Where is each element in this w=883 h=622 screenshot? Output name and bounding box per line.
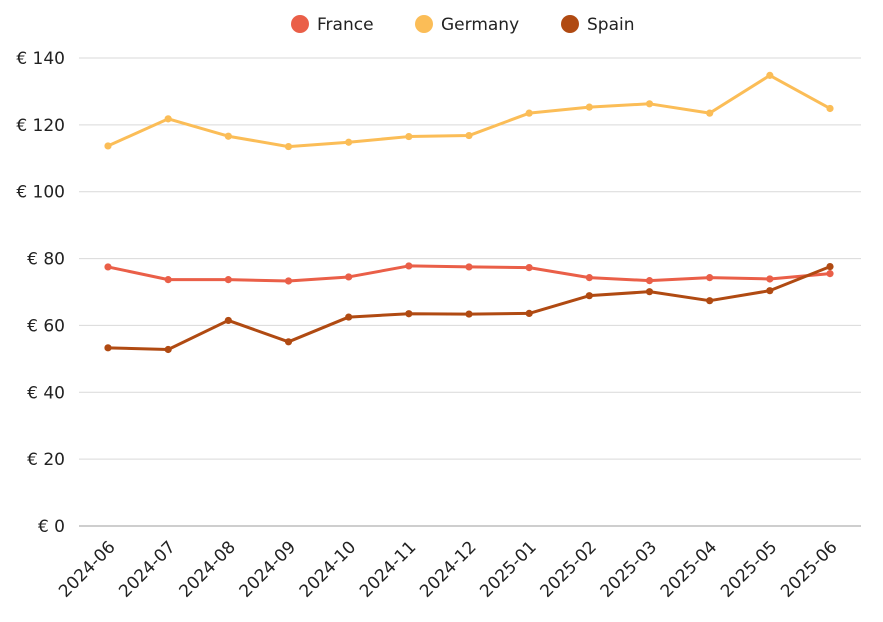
data-point — [766, 275, 774, 283]
data-point — [164, 276, 172, 284]
x-tick-label: 2024-06 — [55, 537, 119, 601]
series-group — [104, 71, 834, 354]
data-point — [104, 142, 112, 150]
legend-item-france[interactable]: France — [291, 15, 374, 35]
legend-label: France — [317, 15, 374, 35]
data-point — [826, 262, 834, 271]
x-tick-label: 2024-07 — [115, 537, 179, 601]
y-tick-label: € 140 — [16, 49, 65, 69]
y-tick-label: € 100 — [16, 183, 65, 203]
data-point — [104, 263, 112, 271]
data-point — [706, 109, 714, 117]
data-point — [345, 313, 353, 321]
y-tick-label: € 20 — [27, 450, 65, 470]
data-point — [766, 287, 774, 295]
data-point — [525, 263, 533, 272]
y-tick-label: € 0 — [38, 517, 65, 537]
data-point — [525, 309, 533, 317]
x-tick-label: 2025-05 — [717, 537, 781, 601]
legend-label: Germany — [441, 15, 519, 35]
data-point — [104, 344, 112, 352]
data-point — [826, 104, 834, 113]
x-tick-label: 2025-04 — [657, 537, 721, 601]
legend-marker — [561, 15, 579, 33]
data-point — [525, 109, 533, 117]
x-tick-label: 2025-06 — [777, 537, 841, 601]
data-point — [224, 316, 232, 325]
data-point — [645, 100, 654, 108]
data-point — [345, 138, 353, 146]
legend-item-spain[interactable]: Spain — [561, 15, 635, 35]
series-spain — [104, 262, 834, 354]
data-point — [405, 310, 413, 318]
data-point — [284, 277, 293, 285]
grid — [79, 57, 861, 460]
y-tick-label: € 80 — [27, 250, 65, 270]
y-tick-label: € 60 — [27, 316, 65, 336]
series-germany — [104, 71, 834, 151]
data-point — [345, 273, 353, 281]
data-point — [766, 71, 774, 79]
legend-marker — [415, 15, 433, 33]
legend: France Germany Spain — [291, 15, 635, 35]
data-point — [585, 274, 593, 282]
data-point — [645, 288, 654, 296]
legend-item-germany[interactable]: Germany — [415, 15, 519, 35]
data-point — [224, 276, 232, 284]
data-point — [465, 310, 473, 318]
x-tick-label: 2024-11 — [356, 537, 420, 601]
x-tick-label: 2025-02 — [537, 537, 601, 601]
x-tick-label: 2025-01 — [476, 537, 540, 601]
y-tick-label: € 120 — [16, 116, 65, 136]
data-point — [585, 292, 593, 300]
x-tick-label: 2024-09 — [236, 537, 300, 601]
x-tick-label: 2024-08 — [176, 537, 240, 601]
data-point — [284, 338, 293, 346]
data-point — [585, 103, 593, 111]
x-axis-ticks: 2024-062024-072024-082024-092024-102024-… — [55, 537, 841, 601]
data-point — [706, 274, 714, 282]
data-point — [224, 132, 232, 140]
data-point — [284, 142, 293, 151]
data-point — [164, 115, 172, 123]
data-point — [706, 297, 714, 305]
data-point — [164, 345, 172, 354]
data-point — [645, 277, 654, 285]
data-point — [465, 263, 473, 271]
legend-label: Spain — [587, 15, 635, 35]
x-tick-label: 2025-03 — [597, 537, 661, 601]
y-axis-ticks: € 0 € 20 € 40 € 60 € 80 € 100 € 120 € 140 — [16, 49, 65, 537]
data-point — [405, 132, 413, 141]
data-point — [826, 270, 834, 278]
x-tick-label: 2024-10 — [296, 537, 360, 601]
series-france — [104, 262, 834, 285]
legend-marker — [291, 15, 309, 33]
y-tick-label: € 40 — [27, 383, 65, 403]
data-point — [405, 262, 413, 270]
data-point — [465, 131, 473, 140]
x-tick-label: 2024-12 — [416, 537, 480, 601]
